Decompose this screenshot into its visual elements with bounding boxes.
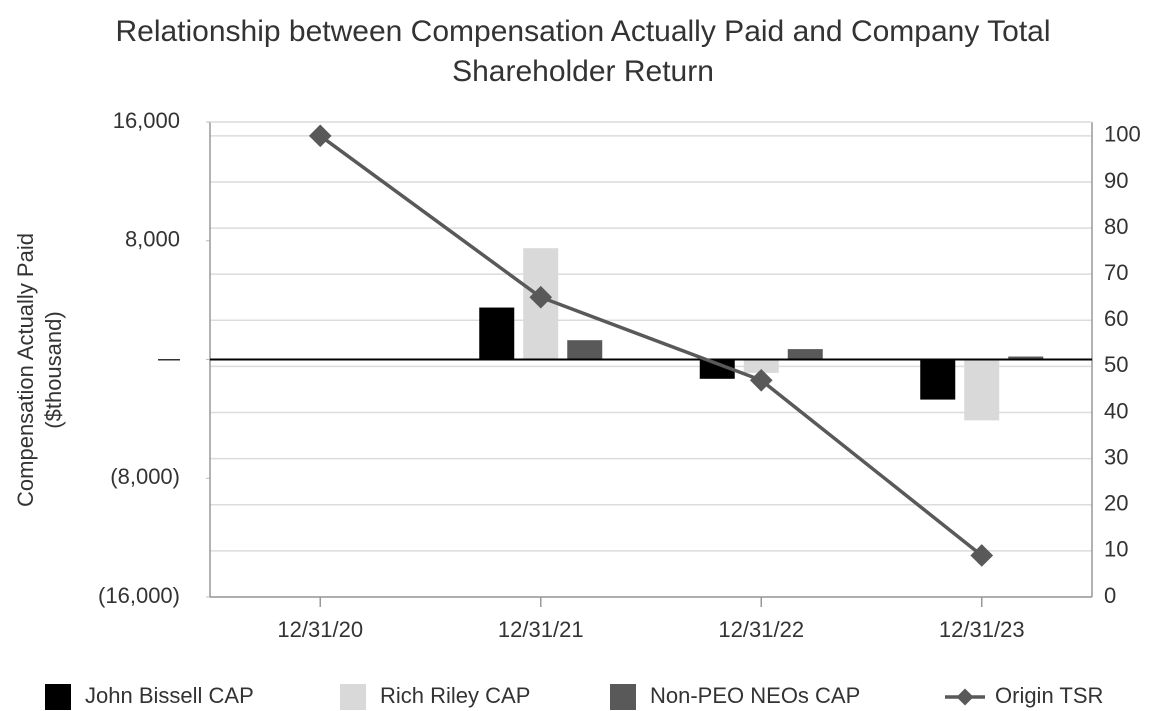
y-axis-label: Compensation Actually Paid ($thousand) (13, 233, 66, 507)
legend-swatch (610, 684, 636, 710)
y-tick-label: (8,000) (110, 464, 180, 489)
legend-label: Origin TSR (995, 683, 1103, 708)
y2-tick-label: 40 (1104, 398, 1128, 423)
y2-tick-label: 100 (1104, 122, 1141, 147)
y2-tick-label: 50 (1104, 352, 1128, 377)
bar (743, 359, 779, 373)
legend-swatch (340, 684, 366, 710)
chart-title: Relationship between Compensation Actual… (115, 15, 1051, 88)
legend-swatch (45, 684, 71, 710)
bar (787, 349, 823, 360)
x-tick-label: 12/31/22 (718, 617, 804, 642)
y-tick-label: 8,000 (125, 227, 180, 252)
y2-tick-label: 0 (1104, 583, 1116, 608)
y2-tick-label: 60 (1104, 306, 1128, 331)
legend-marker (956, 688, 974, 706)
x-tick-label: 12/31/23 (939, 617, 1025, 642)
y2-tick-label: 90 (1104, 168, 1128, 193)
y-tick-label: (16,000) (98, 583, 180, 608)
tsr-marker (749, 368, 773, 392)
bar (920, 359, 956, 400)
x-tick-label: 12/31/21 (498, 617, 584, 642)
legend-label: Rich Riley CAP (380, 683, 530, 708)
tsr-line (319, 134, 983, 557)
bar (567, 340, 603, 360)
tsr-marker (970, 544, 994, 567)
bar (1008, 356, 1044, 360)
legend-label: John Bissell CAP (85, 683, 254, 708)
x-tick-label: 12/31/20 (277, 617, 363, 642)
y2-tick-label: 30 (1104, 444, 1128, 469)
bar (479, 307, 515, 360)
tsr-marker (529, 285, 553, 309)
y-tick-label: 16,000 (113, 108, 180, 133)
y2-tick-label: 10 (1104, 537, 1128, 562)
y2-tick-label: 70 (1104, 260, 1128, 285)
y2-tick-label: 80 (1104, 214, 1128, 239)
legend-label: Non-PEO NEOs CAP (650, 683, 860, 708)
bar (964, 359, 1000, 421)
y2-tick-label: 20 (1104, 491, 1128, 516)
bar (699, 359, 735, 379)
y-tick-label: — (158, 345, 180, 370)
